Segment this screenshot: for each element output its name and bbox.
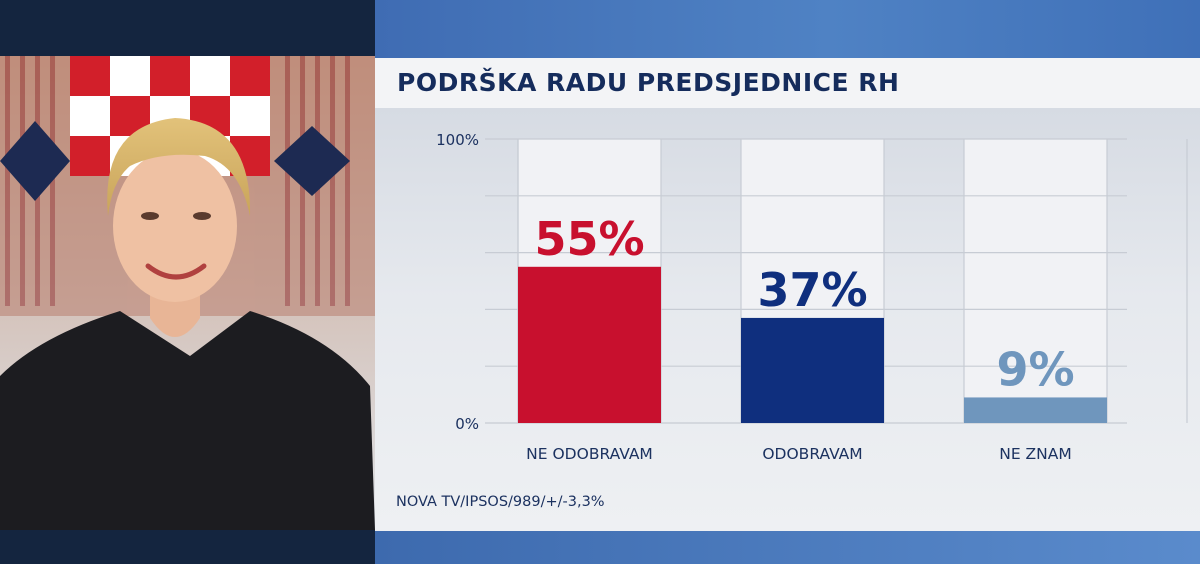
bar: [964, 397, 1107, 423]
category-label: NE ODOBRAVAM: [526, 445, 653, 463]
bar-value-label: 37%: [757, 263, 867, 317]
footer-bar: [375, 531, 1200, 564]
chart-title: PODRŠKA RADU PREDSJEDNICE RH: [397, 68, 900, 97]
portrait-photo: [0, 56, 375, 530]
title-bar: PODRŠKA RADU PREDSJEDNICE RH: [375, 58, 1200, 108]
photo-bottom-band: [0, 530, 375, 564]
category-label: ODOBRAVAM: [762, 445, 862, 463]
bar-column-background: [964, 139, 1107, 423]
source-note: NOVA TV/IPSOS/989/+/-3,3%: [396, 494, 605, 510]
photo-panel: [0, 0, 375, 564]
y-tick-label: 0%: [455, 415, 479, 433]
bar: [518, 266, 661, 423]
category-label: NE ZNAM: [999, 445, 1072, 463]
bar-value-label: 9%: [996, 342, 1074, 396]
chart-area: 100% 0% 55% NE ODOBRAVAM 37% ODOBRAVAM 9% NE ZN…: [375, 108, 1200, 531]
graphic-panel: PODRŠKA RADU PREDSJEDNICE RH 100% 0% 55% NE…: [375, 0, 1200, 564]
y-tick-label: 100%: [436, 131, 479, 149]
bar: [741, 317, 884, 423]
photo-top-band: [0, 0, 375, 56]
bar-value-label: 55%: [534, 212, 644, 266]
bar-chart: 100% 0% 55% NE ODOBRAVAM 37% ODOBRAVAM 9% NE ZN…: [436, 131, 1188, 463]
